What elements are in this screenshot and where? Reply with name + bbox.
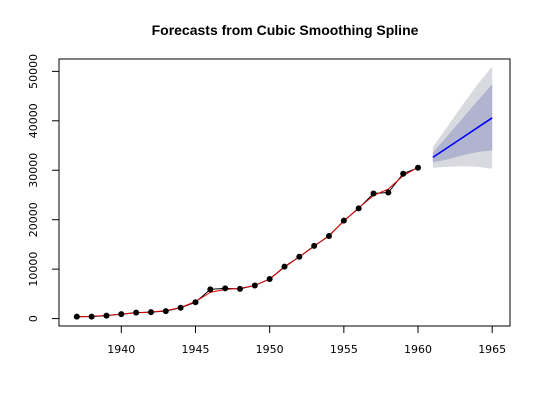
x-axis: 1940 1945 1950 1955 1960 1965 (107, 325, 506, 356)
fitted-line (76, 166, 419, 318)
data-point (222, 285, 229, 292)
x-tick-label: 1940 (107, 343, 135, 356)
y-axis: 0 10000 20000 30000 40000 50000 (27, 54, 60, 322)
data-point (251, 282, 258, 289)
y-tick-label: 30000 (27, 153, 40, 188)
x-tick-label: 1950 (256, 343, 284, 356)
data-point (88, 313, 95, 320)
x-tick-label: 1960 (404, 343, 432, 356)
y-tick-label: 10000 (27, 252, 40, 287)
y-tick-label: 20000 (27, 202, 40, 237)
data-point (415, 164, 422, 171)
data-point (355, 205, 362, 212)
x-tick-label: 1945 (181, 343, 209, 356)
series-lines (76, 117, 493, 318)
data-point (311, 242, 318, 249)
data-point (177, 304, 184, 311)
data-point (207, 286, 214, 293)
data-point (192, 299, 199, 306)
forecast-line (432, 117, 493, 159)
data-point (118, 311, 125, 318)
x-tick-label: 1965 (478, 343, 506, 356)
data-point (296, 253, 303, 260)
data-point (147, 309, 154, 316)
observed-points (73, 164, 422, 320)
data-point (326, 233, 333, 240)
y-tick-label: 0 (27, 315, 40, 322)
data-point (133, 309, 140, 316)
x-tick-label: 1955 (330, 343, 358, 356)
y-tick-label: 40000 (27, 103, 40, 138)
data-point (400, 170, 407, 177)
data-point (73, 313, 80, 320)
data-point (266, 276, 273, 283)
data-point (162, 308, 169, 315)
data-point (281, 263, 288, 270)
forecast-intervals (432, 66, 493, 169)
data-point (340, 217, 347, 224)
data-point (385, 189, 392, 196)
chart-title: Forecasts from Cubic Smoothing Spline (152, 22, 419, 38)
band-80 (432, 84, 493, 163)
data-point (236, 285, 243, 292)
data-point (103, 312, 110, 319)
y-tick-label: 50000 (27, 54, 40, 89)
observed-line (76, 167, 419, 318)
plot-box (58, 58, 511, 327)
data-point (370, 190, 377, 197)
